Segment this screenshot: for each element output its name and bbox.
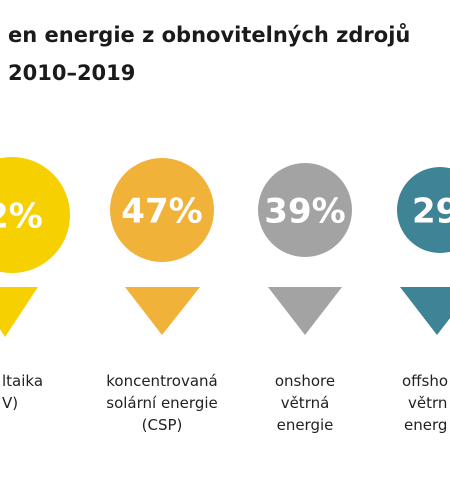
label: energ (404, 416, 447, 434)
pointer (125, 287, 200, 335)
label: offsho (402, 372, 448, 390)
label: ltaika (2, 372, 43, 390)
circle (110, 158, 214, 262)
percent: 47% (121, 192, 202, 232)
label: energie (277, 416, 334, 434)
label: onshore (275, 372, 335, 390)
label: větrn (408, 394, 447, 412)
label: koncentrovaná (106, 372, 217, 390)
title-line: 2010–2019 (8, 61, 135, 85)
circle (0, 157, 70, 273)
percent: 39% (264, 192, 345, 232)
circle (258, 163, 352, 257)
percent: 2% (0, 197, 43, 237)
pointer (268, 287, 342, 335)
label: V) (2, 394, 18, 412)
pointer (0, 287, 38, 337)
circle (397, 167, 450, 253)
pointer (400, 287, 450, 335)
percent: 29 (412, 192, 450, 232)
label: (CSP) (142, 416, 183, 434)
title-line: en energie z obnovitelných zdrojů (8, 23, 410, 47)
label: solární energie (106, 394, 217, 412)
label: větrná (281, 394, 330, 412)
